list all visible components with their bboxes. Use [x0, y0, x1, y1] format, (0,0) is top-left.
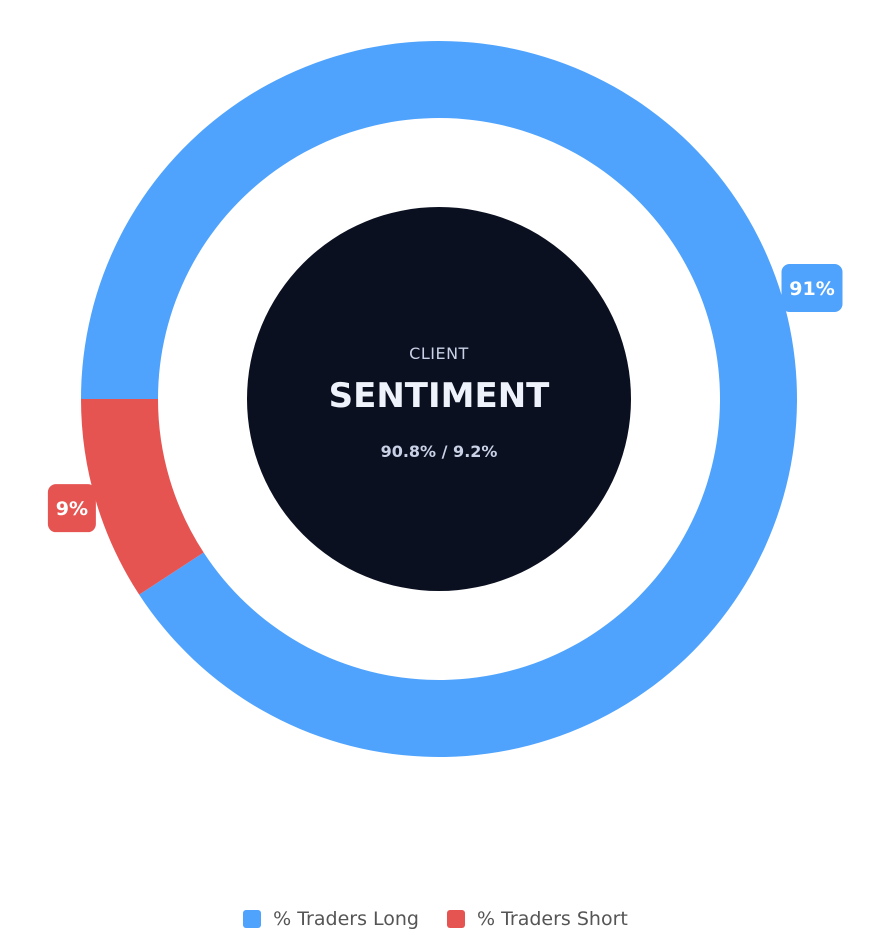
slice-label-text: 91%: [789, 278, 834, 300]
center-ratio: 90.8% / 9.2%: [381, 442, 498, 461]
legend-swatch-short: [446, 910, 465, 928]
donut-slice-short[interactable]: [81, 399, 204, 595]
slice-label-box: [781, 264, 843, 312]
center-disc: [247, 207, 631, 591]
slice-label-short: 9%: [47, 484, 96, 533]
legend-swatch-long: [243, 910, 262, 928]
legend: % Traders Long % Traders Short: [0, 908, 871, 930]
legend-item-long[interactable]: % Traders Long: [243, 908, 419, 930]
slice-label-box: [47, 484, 96, 533]
slice-label-long: 91%: [781, 264, 843, 312]
slice-label-text: 9%: [56, 498, 88, 520]
donut-slices: [81, 40, 798, 758]
center-title-large: SENTIMENT: [329, 376, 551, 416]
center-title-small: CLIENT: [409, 344, 469, 363]
legend-label-long: % Traders Long: [273, 908, 419, 930]
legend-item-short[interactable]: % Traders Short: [446, 908, 628, 930]
slice-labels: 91% 9%: [47, 264, 843, 533]
legend-label-short: % Traders Short: [476, 908, 628, 930]
